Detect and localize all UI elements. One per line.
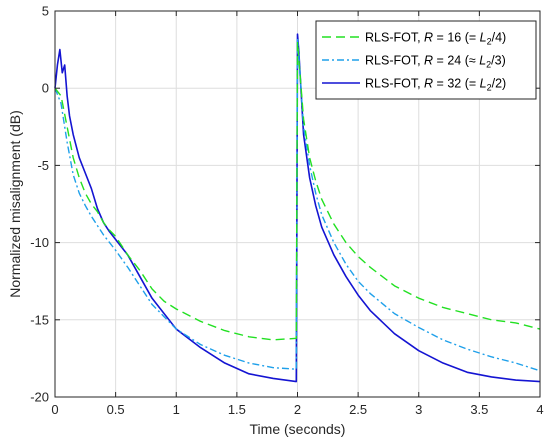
series-line-1 xyxy=(54,38,541,372)
x-tick-label-0: 0 xyxy=(51,402,58,417)
y-axis-label: Normalized misalignment (dB) xyxy=(7,110,23,298)
legend-label-0: RLS-FOT, R = 16 (= L2/4) xyxy=(365,31,506,47)
y-tick-label-4: 0 xyxy=(42,81,49,96)
x-tick-label-7: 3.5 xyxy=(470,402,488,417)
y-tick-label-5: 5 xyxy=(42,4,49,19)
x-axis: 0 0.5 1 1.5 2 2.5 3 3.5 4 xyxy=(51,11,544,417)
y-tick-label-0: -20 xyxy=(30,390,49,405)
y-tick-label-2: -10 xyxy=(30,235,49,250)
legend: RLS-FOT, R = 16 (= L2/4) RLS-FOT, R = 24 … xyxy=(315,20,537,100)
x-tick-label-4: 2 xyxy=(294,402,301,417)
x-tick-label-8: 4 xyxy=(536,402,543,417)
x-tick-label-2: 1 xyxy=(173,402,180,417)
x-tick-label-1: 0.5 xyxy=(107,402,125,417)
series-lines xyxy=(54,33,541,383)
y-tick-label-3: -5 xyxy=(37,158,49,173)
legend-label-2: RLS-FOT, R = 32 (= L2/2) xyxy=(365,77,506,93)
x-axis-label: Time (seconds) xyxy=(250,421,346,437)
x-tick-label-6: 3 xyxy=(415,402,422,417)
series-line-2 xyxy=(54,33,541,383)
legend-label-1: RLS-FOT, R = 24 (≈ L2/3) xyxy=(365,54,506,70)
y-tick-label-1: -15 xyxy=(30,312,49,327)
x-tick-label-3: 1.5 xyxy=(228,402,246,417)
x-tick-label-5: 2.5 xyxy=(349,402,367,417)
y-axis: -20 -15 -10 -5 0 5 xyxy=(30,4,540,405)
